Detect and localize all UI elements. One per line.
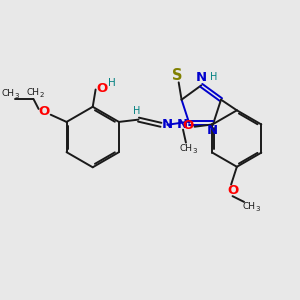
Text: CH: CH [2, 89, 15, 98]
Text: N: N [206, 124, 218, 137]
Text: O: O [39, 105, 50, 118]
Text: N: N [176, 118, 188, 131]
Text: N: N [162, 118, 173, 131]
Text: H: H [108, 78, 115, 88]
Text: 3: 3 [256, 206, 260, 212]
Text: 2: 2 [40, 92, 44, 98]
Text: 3: 3 [15, 93, 19, 99]
Text: CH: CH [179, 144, 192, 153]
Text: S: S [172, 68, 182, 83]
Text: O: O [227, 184, 238, 197]
Text: N: N [196, 71, 207, 84]
Text: CH: CH [27, 88, 40, 97]
Text: H: H [134, 106, 141, 116]
Text: 3: 3 [192, 148, 197, 154]
Text: O: O [96, 82, 108, 94]
Text: CH: CH [243, 202, 256, 211]
Text: O: O [183, 119, 194, 132]
Text: H: H [210, 72, 217, 82]
